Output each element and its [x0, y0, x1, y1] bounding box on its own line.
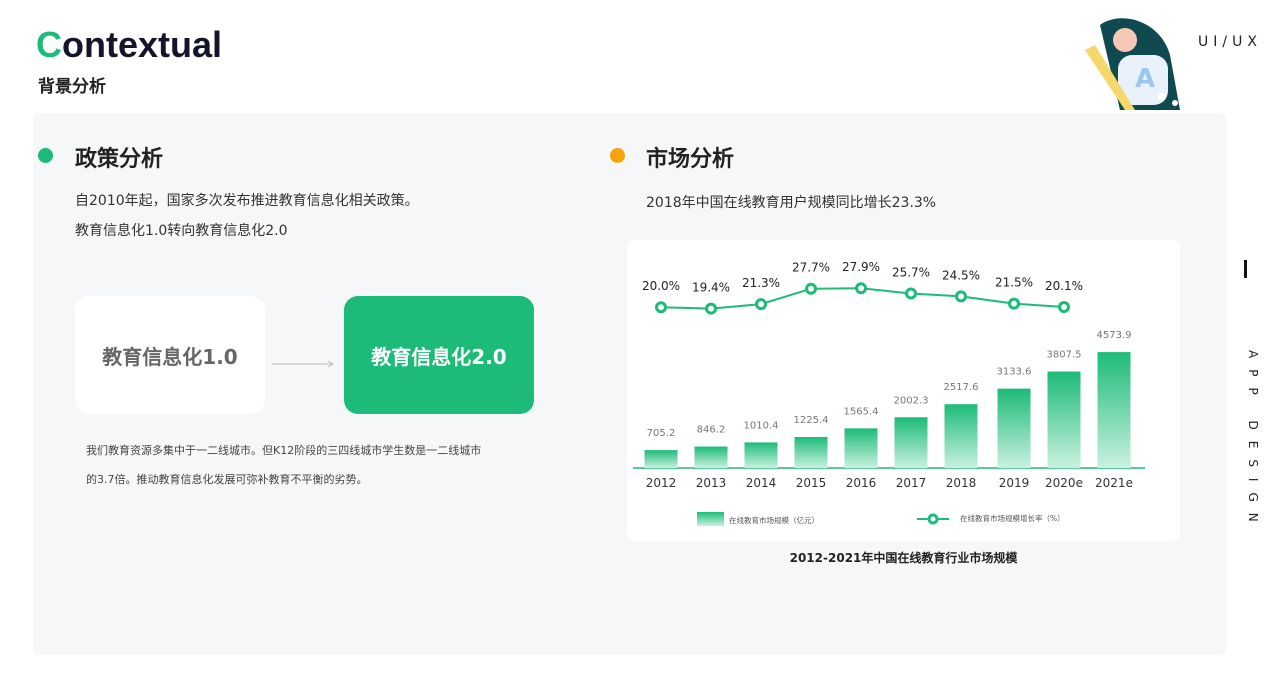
line-label: 20.1%: [1045, 279, 1083, 293]
legend-swatch: [927, 513, 939, 525]
bar-label: 3133.6: [997, 367, 1032, 378]
x-tick-label: 2012: [646, 476, 677, 490]
line-point: [705, 302, 717, 315]
x-tick-label: 2016: [846, 476, 877, 490]
bar: [894, 417, 928, 468]
bar-label: 1565.4: [844, 406, 879, 417]
line-point: [955, 290, 967, 303]
legend-label: 在线教育市场规模（亿元）: [729, 515, 819, 525]
policy-paragraph: 的3.7倍。推动教育信息化发展可弥补教育不平衡的劣势。: [86, 473, 368, 486]
x-tick-label: 2021e: [1095, 476, 1133, 490]
x-tick-label: 2019: [999, 476, 1030, 490]
side-label: APP DESIGN: [1246, 350, 1260, 533]
bar: [1047, 371, 1081, 468]
illustration: A: [1085, 18, 1180, 110]
x-tick-label: 2018: [946, 476, 977, 490]
bar: [1097, 352, 1131, 468]
line-point: [805, 282, 817, 295]
line-point: [905, 287, 917, 300]
page-title: Contextual: [36, 24, 223, 65]
policy-paragraph: 我们教育资源多集中于一二线城市。但K12阶段的三四线城市学生数是一二线城市: [86, 444, 482, 457]
tag: UI/UX: [1198, 34, 1262, 50]
x-tick-label: 2020e: [1045, 476, 1083, 490]
bar-label: 705.2: [647, 428, 676, 439]
side-bar: [1244, 260, 1247, 278]
bar-label: 1225.4: [794, 415, 829, 426]
legend-label: 在线教育市场规模增长率（%）: [960, 513, 1065, 523]
market-subtitle: 2018年中国在线教育用户规模同比增长23.3%: [646, 195, 937, 211]
svg-text:A: A: [1135, 64, 1155, 94]
x-tick-label: 2013: [696, 476, 727, 490]
line-point: [755, 298, 767, 311]
policy-line: 教育信息化1.0转向教育信息化2.0: [75, 223, 288, 239]
line-label: 20.0%: [642, 279, 680, 293]
line-label: 24.5%: [942, 268, 980, 282]
page-subtitle: 背景分析: [38, 77, 106, 97]
bar: [794, 436, 828, 468]
policy-heading: 政策分析: [75, 147, 164, 172]
bar-label: 846.2: [697, 425, 726, 436]
bar-label: 4573.9: [1097, 330, 1132, 341]
bar-label: 2517.6: [944, 382, 979, 393]
line-label: 21.3%: [742, 276, 780, 290]
legend-swatch: [697, 512, 724, 526]
line-label: 27.7%: [792, 261, 830, 275]
line-point: [655, 301, 667, 314]
line-label: 21.5%: [995, 276, 1033, 290]
bar: [744, 442, 778, 468]
bar-label: 1010.4: [744, 420, 779, 431]
x-tick-label: 2015: [796, 476, 827, 490]
line-point: [855, 282, 867, 295]
bar: [844, 428, 878, 468]
from-box: 教育信息化1.0: [75, 296, 265, 414]
line-label: 27.9%: [842, 260, 880, 274]
market-heading: 市场分析: [646, 147, 735, 172]
arrow: [272, 360, 334, 368]
policy-line: 自2010年起，国家多次发布推进教育信息化相关政策。: [75, 193, 419, 209]
bar-label: 3807.5: [1047, 350, 1082, 361]
bar: [694, 446, 728, 468]
line-label: 25.7%: [892, 266, 930, 280]
to-box: 教育信息化2.0: [344, 296, 534, 414]
chart-title: 2012-2021年中国在线教育行业市场规模: [789, 551, 1018, 565]
bar: [644, 450, 678, 468]
bar: [997, 388, 1031, 468]
x-tick-label: 2017: [896, 476, 927, 490]
x-tick-label: 2014: [746, 476, 777, 490]
chart: 2012 2013 2014 2015 2016 2017 2018 2019 2020e 202…: [627, 240, 1180, 541]
line-label: 19.4%: [692, 281, 730, 295]
bullet: [38, 148, 53, 163]
line-point: [1058, 300, 1070, 313]
bar-label: 2002.3: [894, 395, 929, 406]
bullet: [610, 148, 625, 163]
bar: [944, 404, 978, 468]
line-point: [1008, 297, 1020, 310]
